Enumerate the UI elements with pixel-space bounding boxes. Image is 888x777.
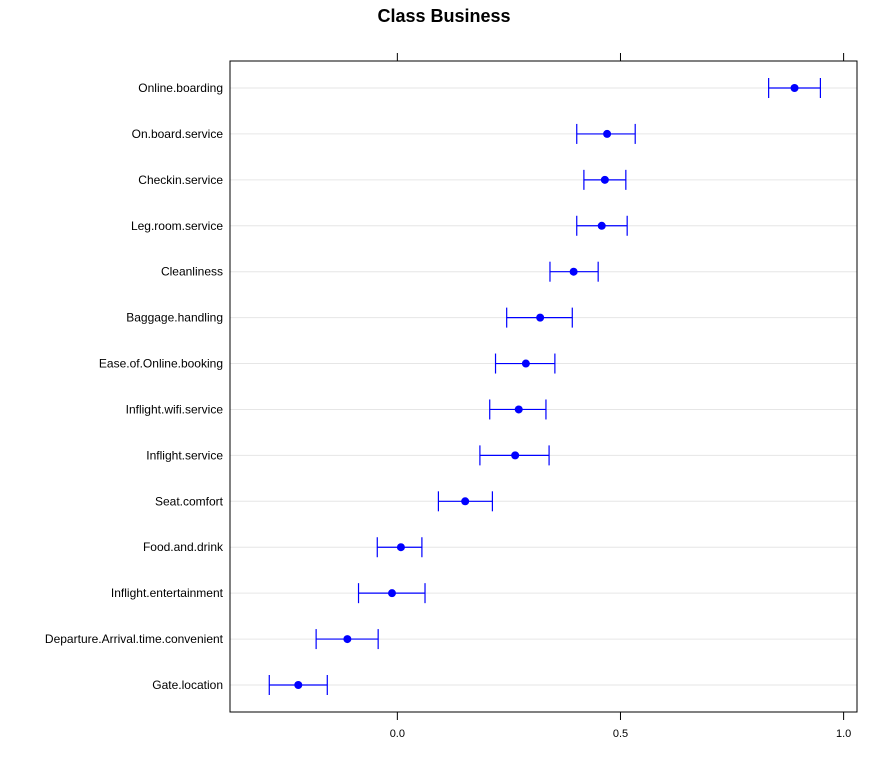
category-label: Inflight.service xyxy=(146,448,223,462)
x-tick-label: 0.5 xyxy=(613,728,628,740)
estimate-point xyxy=(294,681,303,689)
x-tick-label: 0.0 xyxy=(390,728,405,740)
category-label: Cleanliness xyxy=(161,265,223,279)
estimate-point xyxy=(600,175,609,184)
confidence-intervals xyxy=(268,78,822,695)
estimate-point xyxy=(387,589,396,598)
chart-title: Class Business xyxy=(377,6,510,26)
estimate-point xyxy=(514,405,523,414)
category-label: Departure.Arrival.time.convenient xyxy=(45,632,224,646)
category-label: Leg.room.service xyxy=(131,219,223,233)
x-tick-label: 1.0 xyxy=(836,728,851,740)
estimate-point xyxy=(461,497,470,506)
category-label: Ease.of.Online.booking xyxy=(99,357,223,371)
estimate-point xyxy=(603,129,612,138)
category-label: Gate.location xyxy=(152,678,223,692)
category-label: Inflight.entertainment xyxy=(111,586,224,600)
category-label: Baggage.handling xyxy=(126,311,223,325)
category-labels: Online.boarding On.board.service Checkin.s… xyxy=(45,81,224,692)
category-label: On.board.service xyxy=(132,127,224,141)
category-label: Checkin.service xyxy=(138,173,223,187)
grid-lines xyxy=(230,87,857,686)
category-label: Online.boarding xyxy=(138,81,223,95)
plot-frame xyxy=(229,60,858,713)
category-label: Seat.comfort xyxy=(155,494,224,508)
estimate-point xyxy=(396,543,405,552)
category-label: Food.and.drink xyxy=(143,540,224,554)
category-label: Inflight.wifi.service xyxy=(126,402,224,416)
x-axis-ticks: 0.0 0.5 1.0 xyxy=(390,53,851,740)
estimate-point xyxy=(521,359,530,368)
estimate-point xyxy=(790,84,799,92)
estimate-point xyxy=(597,221,606,230)
estimate-point xyxy=(569,267,578,276)
estimate-point xyxy=(536,313,545,322)
estimate-point xyxy=(511,451,520,460)
estimate-point xyxy=(343,635,352,644)
